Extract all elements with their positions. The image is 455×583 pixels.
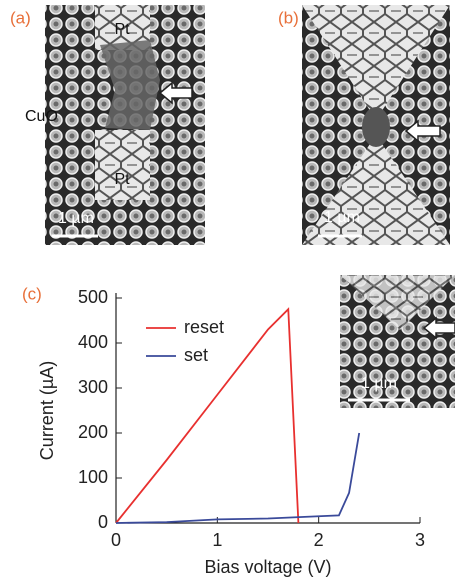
page: {"panels": [ {"label": "(a)", "annotatio… (0, 0, 455, 583)
y-tick-label: 400 (78, 332, 108, 352)
pt-electrode (95, 130, 150, 200)
panel-label: (c) (22, 284, 42, 303)
figure: (a) Pt CuO Pt 1 µm (b) 1 µm (c) 0 100 200 3… (0, 0, 455, 583)
inset: 1 µm (340, 275, 455, 408)
annotation: Pt (114, 21, 130, 38)
y-tick-label: 0 (98, 512, 108, 532)
y-axis-label: Current (µA) (37, 361, 57, 460)
annotation: CuO (25, 108, 58, 125)
scale-bar-label: 1 µm (324, 209, 360, 226)
scale-bar-label: 1 µm (58, 210, 94, 227)
scale-bar-label: 1 µm (361, 375, 397, 392)
x-tick-label: 2 (314, 530, 324, 550)
panel-label: (b) (278, 8, 299, 27)
panel-label: (a) (10, 8, 31, 27)
y-tick-label: 200 (78, 422, 108, 442)
y-tick-label: 500 (78, 287, 108, 307)
x-tick-label: 1 (212, 530, 222, 550)
legend-label: set (184, 345, 208, 365)
x-tick-label: 3 (415, 530, 425, 550)
y-tick-label: 100 (78, 467, 108, 487)
legend-label: reset (184, 317, 224, 337)
annotation: Pt (114, 171, 130, 188)
y-tick-label: 300 (78, 377, 108, 397)
panel-b: (b) 1 µm (278, 5, 450, 245)
panel-a: (a) Pt CuO Pt 1 µm (10, 5, 205, 245)
gap-region (362, 107, 390, 147)
x-axis-label: Bias voltage (V) (204, 557, 331, 577)
series-line (116, 309, 298, 523)
x-tick-label: 0 (111, 530, 121, 550)
